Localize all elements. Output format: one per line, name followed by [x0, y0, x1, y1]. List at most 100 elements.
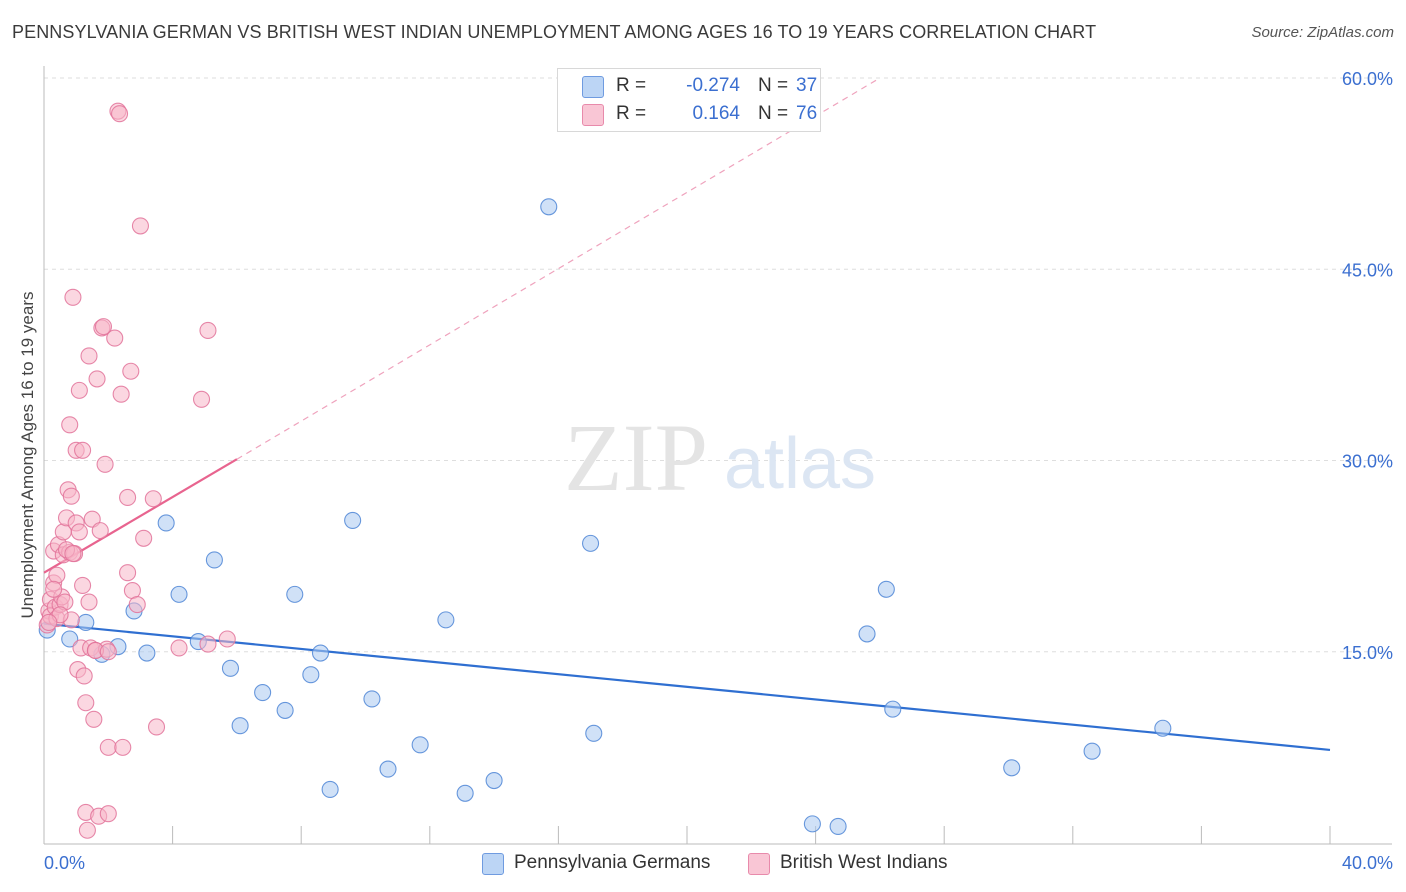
- british-west-indian-point: [48, 566, 66, 584]
- pennsylvania-point: [311, 644, 330, 662]
- british-west-indian-point: [170, 639, 188, 657]
- pennsylvania-point: [456, 784, 474, 802]
- british-west-indian-point: [62, 487, 80, 505]
- pennsylvania-point: [231, 717, 249, 735]
- pennsylvania-point: [286, 585, 304, 603]
- british-west-indian-point: [77, 694, 95, 712]
- british-west-indian-point: [78, 821, 96, 839]
- pennsylvania-point: [302, 666, 320, 684]
- british-west-indian-point: [61, 416, 79, 434]
- legend-swatch-pink: [582, 104, 604, 126]
- pennsylvania-point: [170, 585, 188, 603]
- legend-n-label: N =: [758, 103, 789, 124]
- axis-ticks: 15.0% 30.0% 45.0% 60.0% 0.0% 40.0%: [43, 69, 1393, 873]
- legend-r-value: 0.164: [692, 103, 740, 124]
- legend-n-value: 76: [796, 103, 818, 124]
- legend-n-label: N =: [758, 75, 789, 96]
- british-west-indian-point: [64, 545, 82, 563]
- x-tick-label: 40.0%: [1342, 853, 1393, 873]
- british-west-indian-point: [70, 381, 88, 399]
- pennsylvania-point: [858, 625, 876, 643]
- british-west-indian-point: [106, 329, 124, 347]
- axes: [43, 66, 1392, 845]
- british-west-indian-point: [122, 362, 140, 380]
- pennsylvania-point: [138, 644, 156, 662]
- watermark-atlas: atlas: [724, 424, 876, 504]
- legend-r-label: R =: [616, 103, 647, 124]
- legend-r-label: R =: [616, 75, 647, 96]
- pennsylvania-point: [485, 771, 503, 790]
- watermark-zip: ZIP: [564, 404, 708, 511]
- pennsylvania-point: [1154, 719, 1172, 737]
- british-west-indian-point: [40, 613, 58, 631]
- british-west-indian-point: [70, 523, 88, 541]
- watermark: ZIP atlas: [564, 404, 876, 511]
- pennsylvania-point: [437, 611, 455, 629]
- british-west-indian-point: [119, 564, 137, 582]
- pennsylvania-point: [581, 534, 600, 552]
- pennsylvania-point: [344, 511, 362, 529]
- bottom-legend-label: Pennsylvania Germans: [514, 852, 711, 873]
- british-west-indian-point: [192, 390, 211, 408]
- y-tick-label: 45.0%: [1342, 260, 1393, 280]
- pennsylvania-point: [254, 683, 272, 702]
- bottom-legend-label: British West Indians: [780, 852, 948, 873]
- british-west-indian-point: [128, 596, 146, 614]
- pennsylvania-point: [1003, 759, 1021, 777]
- pennsylvania-point: [379, 760, 397, 778]
- british-west-indian-point: [99, 738, 117, 756]
- pennsylvania-trend-line: [43, 622, 1331, 752]
- bottom-legend-swatch-pink: [748, 853, 770, 875]
- british-west-indian-point: [131, 217, 149, 235]
- pennsylvania-point: [363, 690, 381, 708]
- british-west-indian-point: [119, 488, 137, 507]
- pennsylvania-point: [585, 724, 603, 742]
- stats-legend: R = -0.274 N = 37 R = 0.164 N = 76: [557, 68, 821, 132]
- pennsylvania-point: [540, 198, 558, 216]
- pennsylvania-point: [205, 551, 223, 569]
- british-west-indian-point: [80, 347, 98, 365]
- y-tick-label: 30.0%: [1342, 452, 1393, 472]
- british-west-indian-point: [199, 321, 217, 340]
- british-west-indian-point: [94, 318, 113, 336]
- british-west-indian-point: [147, 718, 166, 736]
- pennsylvania-point: [321, 780, 339, 799]
- british-west-indian-point: [199, 635, 217, 653]
- british-west-indian-point: [88, 370, 106, 388]
- british-west-indian-point: [99, 805, 117, 823]
- british-west-indian-point: [111, 105, 129, 123]
- british-west-indian-point: [64, 288, 82, 306]
- british-west-indian-point: [74, 576, 92, 595]
- british-west-indian-point: [85, 710, 103, 728]
- british-west-indian-point: [218, 630, 236, 648]
- data-points: [38, 102, 1172, 839]
- british-west-indian-point: [75, 667, 93, 685]
- british-west-indian-point: [99, 643, 117, 661]
- british-trend-extension: [236, 77, 881, 460]
- pennsylvania-point: [157, 514, 175, 532]
- pennsylvania-point: [803, 815, 821, 833]
- pennsylvania-point: [77, 613, 95, 631]
- british-west-indian-point: [135, 529, 153, 547]
- pennsylvania-point: [61, 630, 79, 648]
- british-west-indian-point: [74, 441, 92, 459]
- pennsylvania-point: [221, 659, 240, 677]
- legend-n-value: 37: [796, 75, 818, 96]
- british-west-indian-point: [80, 593, 98, 611]
- pennsylvania-point: [884, 700, 902, 718]
- x-tick-label: 0.0%: [44, 853, 85, 873]
- grid-lines: [44, 77, 1392, 653]
- pennsylvania-point: [276, 701, 294, 719]
- pennsylvania-point: [411, 736, 429, 754]
- british-west-indian-point: [144, 490, 162, 508]
- british-west-indian-point: [45, 580, 63, 598]
- bottom-legend-swatch-blue: [482, 853, 504, 875]
- chart-source: Source: ZipAtlas.com: [1251, 24, 1394, 41]
- pennsylvania-point: [877, 580, 895, 598]
- british-west-indian-point: [112, 385, 130, 403]
- british-west-indian-point: [114, 738, 132, 756]
- y-tick-label: 15.0%: [1342, 643, 1393, 663]
- british-west-indian-point: [96, 455, 114, 473]
- chart-title: PENNSYLVANIA GERMAN VS BRITISH WEST INDI…: [12, 22, 1097, 42]
